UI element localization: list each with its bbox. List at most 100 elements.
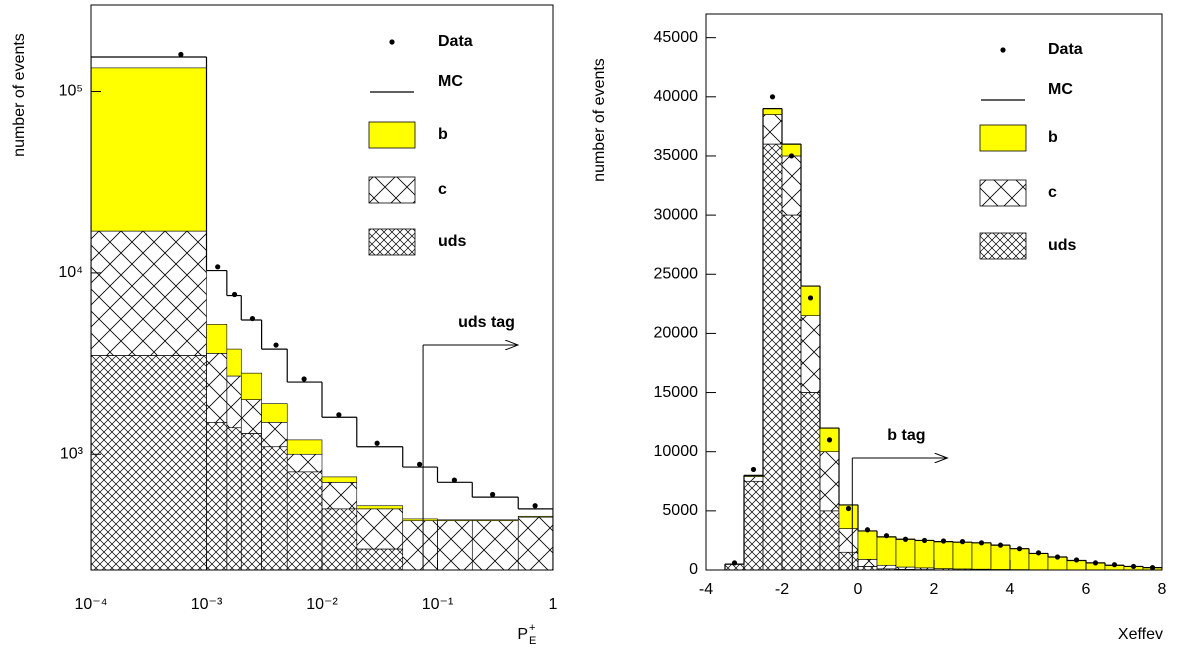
x-tick-label: 10⁻¹: [422, 596, 454, 613]
histogram-bar: [261, 446, 288, 570]
legend-label: b: [438, 126, 448, 143]
data-point: [731, 560, 738, 566]
histogram-bar: [990, 544, 1011, 570]
legend-label: c: [438, 181, 447, 198]
x-tick-label: 8: [1158, 581, 1167, 598]
histogram-bar: [857, 566, 878, 570]
annotation: uds tag: [458, 314, 515, 331]
legend-label: MC: [1048, 81, 1073, 98]
histogram-bar: [437, 520, 473, 570]
legend-marker: [389, 39, 395, 45]
legend-marker: [368, 121, 416, 149]
y-tick-label: 20000: [654, 325, 699, 342]
histogram-bar: [471, 520, 519, 570]
histogram-bar: [240, 433, 262, 570]
legend-label: uds: [438, 233, 467, 250]
histogram-bar: [743, 480, 764, 570]
histogram-bar: [952, 541, 973, 570]
histogram-bar: [226, 375, 242, 429]
histogram-bar: [321, 476, 358, 483]
histogram-bar: [437, 519, 473, 522]
histogram-bar: [800, 392, 821, 570]
data-point: [845, 505, 852, 512]
data-point: [451, 477, 457, 483]
y-tick-label: 15000: [654, 384, 699, 401]
histogram-bar: [402, 520, 438, 570]
histogram-bar: [838, 551, 859, 570]
histogram-bar: [91, 355, 207, 570]
histogram-bar: [261, 422, 288, 448]
x-axis-label: Xeffev: [1118, 626, 1163, 643]
histogram-bar: [781, 214, 802, 570]
y-tick-label: 30000: [654, 206, 699, 223]
y-tick-label: 0: [689, 561, 698, 578]
histogram-bar: [206, 353, 228, 423]
legend-marker: [368, 176, 416, 204]
y-tick-label: 10³: [60, 445, 84, 462]
histogram-bar: [356, 508, 404, 550]
histogram-bar: [321, 482, 358, 510]
data-point: [864, 527, 871, 533]
x-axis-label: P: [517, 626, 528, 643]
histogram-bar: [321, 508, 358, 570]
histogram-bar: [819, 510, 840, 570]
data-point: [883, 533, 890, 539]
legend-label: MC: [438, 73, 463, 90]
y-axis-label: number of events: [591, 58, 608, 182]
histogram-bar: [517, 515, 553, 518]
histogram-bar: [838, 528, 859, 553]
legend-marker: [979, 124, 1027, 152]
legend-marker: [979, 232, 1027, 260]
legend-marker: [368, 228, 416, 256]
data-point: [532, 503, 538, 509]
histogram-bar: [403, 581, 438, 590]
y-tick-label: 35000: [654, 147, 699, 164]
x-axis-label-base: Xeffev: [1118, 626, 1163, 643]
data-point: [417, 461, 423, 467]
histogram-bar: [402, 518, 438, 522]
histogram-bar: [226, 348, 242, 377]
data-point: [788, 153, 795, 159]
y-tick-label: 10000: [654, 443, 699, 460]
legend-label: uds: [1048, 237, 1077, 254]
data-point: [750, 466, 757, 473]
histogram-bar: [743, 476, 764, 482]
histogram-bar: [240, 399, 262, 434]
legend-label: b: [1048, 129, 1058, 146]
histogram-bar: [517, 516, 553, 570]
x-tick-label: 6: [1082, 581, 1091, 598]
histogram-bar: [91, 67, 207, 232]
data-point: [807, 295, 814, 301]
histogram-bar: [226, 427, 242, 570]
histogram-bar: [914, 540, 935, 569]
x-tick-label: 0: [854, 581, 863, 598]
data-point: [231, 291, 238, 298]
histogram-bar: [895, 538, 916, 568]
histogram-bar: [261, 403, 288, 423]
x-tick-label: 10⁻²: [306, 596, 338, 613]
histogram-bar: [1009, 548, 1030, 570]
legend-label: Data: [1048, 41, 1083, 58]
data-point: [301, 376, 307, 382]
x-tick-label: 1: [549, 596, 558, 613]
data-point: [374, 440, 380, 446]
x-tick-label: 10⁻³: [191, 596, 223, 613]
histogram-bar: [876, 536, 897, 566]
x-axis-label-sub: E: [529, 635, 536, 647]
histogram-bar: [971, 542, 992, 570]
histogram-bar: [819, 451, 840, 512]
panel: 10⁻⁴ 10⁻³ 10⁻² 10⁻¹ 1 10³ 10⁴ 10⁵ number of even…: [11, 4, 558, 647]
histogram-bar: [762, 143, 783, 570]
histogram-bar: [356, 505, 404, 510]
x-tick-label: -2: [775, 581, 789, 598]
histogram-bar: [206, 324, 228, 354]
data-point: [215, 264, 221, 270]
data-point: [178, 51, 184, 58]
x-tick-label: 10⁻⁴: [74, 596, 107, 613]
histogram-bar: [857, 530, 878, 560]
data-point: [490, 491, 496, 498]
y-tick-label: 5000: [662, 502, 698, 519]
histogram-bar: [800, 285, 821, 316]
histogram-bar: [895, 566, 916, 570]
histogram-bar: [800, 315, 821, 393]
